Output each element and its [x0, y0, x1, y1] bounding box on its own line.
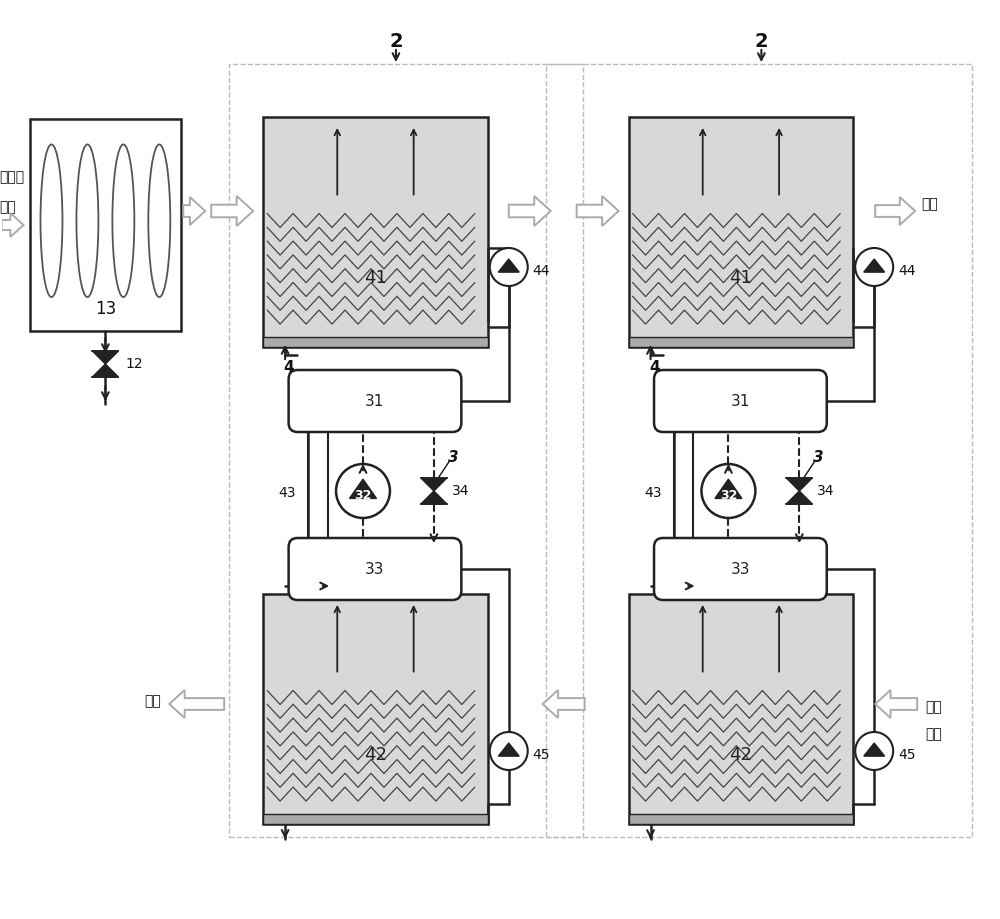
Text: 43: 43	[279, 486, 296, 500]
Polygon shape	[543, 690, 585, 718]
Text: 45: 45	[533, 748, 550, 762]
Circle shape	[701, 464, 755, 518]
Text: 31: 31	[365, 393, 385, 409]
Text: 34: 34	[452, 484, 469, 498]
Text: 32: 32	[354, 489, 372, 502]
Polygon shape	[864, 743, 885, 756]
Polygon shape	[350, 479, 376, 498]
Text: 42: 42	[729, 746, 752, 764]
Circle shape	[855, 732, 893, 770]
Bar	[629, 117, 853, 347]
Bar	[308, 409, 328, 577]
Polygon shape	[498, 259, 519, 272]
Text: 4: 4	[649, 359, 660, 375]
FancyBboxPatch shape	[289, 538, 461, 600]
Bar	[629, 337, 853, 347]
Bar	[546, 64, 972, 837]
Text: 42: 42	[364, 746, 387, 764]
FancyBboxPatch shape	[654, 370, 827, 432]
Polygon shape	[2, 213, 24, 237]
Text: 45: 45	[898, 748, 916, 762]
Text: 空气: 空气	[925, 727, 942, 741]
Bar	[629, 594, 853, 824]
Text: 41: 41	[729, 269, 752, 287]
Text: 33: 33	[731, 562, 750, 576]
Polygon shape	[92, 364, 118, 377]
FancyBboxPatch shape	[289, 370, 461, 432]
Bar	[263, 117, 488, 347]
Polygon shape	[169, 690, 224, 718]
Bar	[263, 594, 488, 824]
Polygon shape	[577, 196, 619, 226]
Circle shape	[490, 732, 528, 770]
Text: 33: 33	[365, 562, 385, 576]
Bar	[674, 409, 693, 577]
Bar	[263, 337, 488, 347]
Text: 31: 31	[731, 393, 750, 409]
Polygon shape	[715, 479, 742, 498]
Text: 再生: 再生	[925, 700, 942, 714]
Polygon shape	[498, 743, 519, 756]
Text: 3: 3	[813, 449, 824, 464]
Text: 4: 4	[284, 359, 294, 375]
FancyBboxPatch shape	[654, 538, 827, 600]
Circle shape	[490, 248, 528, 286]
Text: 44: 44	[898, 264, 916, 278]
Text: 排风: 排风	[145, 694, 161, 708]
Text: 空气: 空气	[0, 200, 16, 214]
Text: 41: 41	[364, 269, 387, 287]
Polygon shape	[183, 197, 205, 225]
Text: 3: 3	[448, 449, 458, 464]
Polygon shape	[786, 491, 812, 504]
Polygon shape	[875, 197, 915, 225]
Bar	[229, 64, 583, 837]
Bar	[30, 119, 181, 331]
Bar	[263, 814, 488, 824]
Polygon shape	[211, 196, 253, 226]
Text: 44: 44	[533, 264, 550, 278]
Bar	[263, 594, 488, 824]
Polygon shape	[864, 259, 885, 272]
Circle shape	[336, 464, 390, 518]
Polygon shape	[421, 491, 447, 504]
Polygon shape	[92, 351, 118, 364]
Circle shape	[855, 248, 893, 286]
Text: 12: 12	[125, 357, 143, 371]
Text: 2: 2	[755, 31, 768, 51]
Text: 2: 2	[389, 31, 403, 51]
Polygon shape	[509, 196, 551, 226]
Bar	[629, 117, 853, 347]
Polygon shape	[421, 478, 447, 491]
Bar	[629, 814, 853, 824]
Text: 34: 34	[817, 484, 835, 498]
Text: 32: 32	[720, 489, 737, 502]
Text: 待处理: 待处理	[0, 170, 25, 184]
Text: 43: 43	[644, 486, 662, 500]
Text: 送风: 送风	[921, 197, 938, 211]
Text: 13: 13	[95, 300, 116, 318]
Polygon shape	[875, 690, 917, 718]
Bar	[629, 594, 853, 824]
Polygon shape	[786, 478, 812, 491]
Bar	[263, 117, 488, 347]
